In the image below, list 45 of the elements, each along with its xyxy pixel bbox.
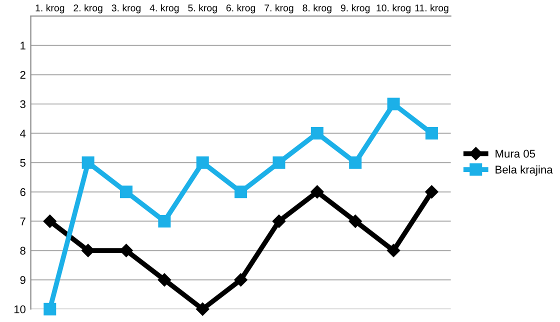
y-tick-label: 8 [20,246,26,255]
point [272,156,286,169]
point [43,214,56,228]
legend-label: Bela krajina [496,165,553,176]
x-tick-label: 4. krog [150,4,179,14]
x-tick-label: 8. krog [302,4,332,14]
x-tick-label: 6. krog [226,4,256,14]
point [310,185,324,198]
point [158,273,172,286]
legend-label: Mura 05 [496,150,536,158]
y-tick-label: 1 [20,42,26,50]
point [272,214,286,228]
x-tick-label: 10. krog [376,4,410,14]
x-tick-label: 9. krog [340,4,370,14]
point [196,302,210,316]
x-tick-label: 3. krog [112,4,140,14]
point [386,244,400,258]
x-tick-label: 11. krog [415,4,448,14]
y-tick-label: 7 [20,218,26,226]
point [196,156,209,169]
point [81,244,95,258]
y-tick-label: 9 [20,276,26,284]
point [348,214,362,228]
point [387,98,400,110]
point [158,214,171,228]
point [425,127,438,140]
point [234,273,248,286]
y-tick-label: 5 [20,158,26,167]
point [425,185,438,198]
y-tick-label: 4 [20,130,26,138]
x-tick-label: 1. krog [36,4,64,14]
x-tick-label: 2. krog [74,4,102,14]
y-tick-label: 2 [20,70,26,79]
y-tick-label: 6 [20,188,26,196]
y-tick-label: 10 [14,305,26,314]
x-tick-label: 5. krog [188,4,217,14]
point [82,156,94,169]
point [234,186,248,198]
point [310,127,324,140]
point [120,186,133,198]
point [349,156,362,169]
point [44,302,56,316]
point [120,244,133,258]
y-tick-label: 3 [20,100,26,108]
x-tick-label: 7. krog [264,4,294,14]
